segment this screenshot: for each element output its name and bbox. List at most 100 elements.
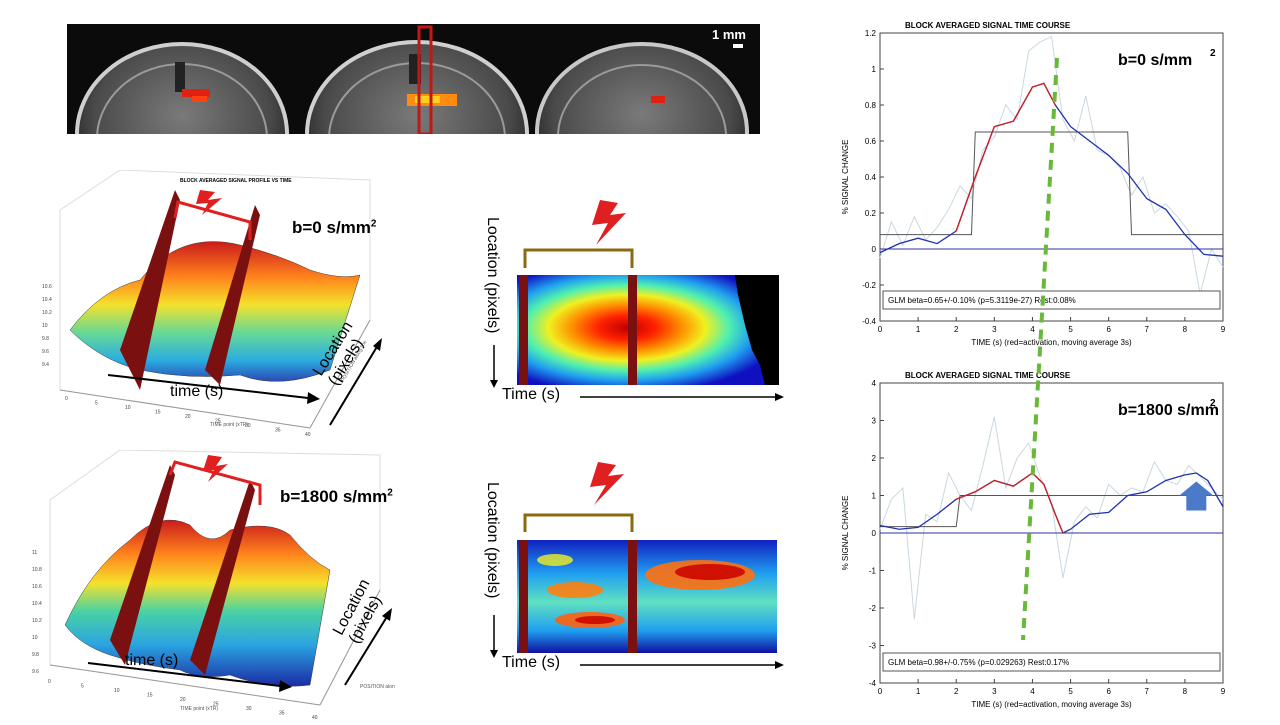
x-tick-label: 5 — [81, 684, 84, 690]
y-tick-label: -2 — [869, 604, 877, 613]
x-tick-label: 40 — [312, 715, 318, 720]
x-tick-label: 0 — [878, 687, 883, 696]
z-tick-label: 10.4 — [32, 601, 42, 607]
x-tick-label: 35 — [275, 428, 281, 434]
y-tick-label: 0 — [872, 245, 877, 254]
surface-top-b-sup: 2 — [370, 218, 377, 230]
y-tick-label: -4 — [869, 679, 877, 688]
y-tick-label: -3 — [869, 642, 877, 651]
y-tick-label: 0.2 — [865, 209, 877, 218]
z-tick-label: 9.8 — [32, 652, 39, 658]
surface-bottom-xaxis-label: TIME point (xTR) — [180, 706, 219, 712]
y-tick-label: 4 — [872, 379, 877, 388]
heatmap-top-time-label: Time (s) — [502, 386, 561, 403]
surface-plot-b0-svg: 10.6 10.4 10.2 10 9.8 9.6 9.4 0 5 10 15 20 25 30 35 40 — [42, 169, 371, 438]
surface-plot-b0: 10.6 10.4 10.2 10 9.8 9.6 9.4 0 5 10 15 20 25 30 35 40 … — [40, 169, 410, 440]
x-tick-label: 2 — [954, 687, 959, 696]
x-tick-label: 25 — [215, 419, 221, 425]
mri-image-strip: 1 mm — [67, 24, 760, 228]
stimulus-onset-bar — [519, 275, 528, 385]
mri-slice-2 — [305, 25, 529, 228]
scale-bar-label: 1 mm — [712, 27, 746, 42]
z-tick-label: 11 — [32, 550, 37, 556]
x-tick-label: 7 — [1145, 687, 1150, 696]
surface-top-arrows — [107, 338, 382, 426]
series-raw — [879, 35, 1224, 295]
z-tick-label: 10.6 — [42, 284, 52, 290]
heatmap-b0: Location (pixels) Time (s) — [480, 195, 790, 410]
up-arrow-icon — [1179, 481, 1214, 511]
mri-slice-3 — [535, 42, 749, 222]
chart-title: BLOCK AVERAGED SIGNAL TIME COURSE — [905, 21, 1071, 30]
stimulus-onset-bar — [519, 540, 528, 653]
x-tick-label: 5 — [1068, 687, 1073, 696]
y-tick-label: 1 — [872, 492, 877, 501]
y-axis-label: % SIGNAL CHANGE — [841, 496, 850, 571]
x-tick-label: 10 — [125, 405, 131, 411]
timecourse-chart-b0-svg: BLOCK AVERAGED SIGNAL TIME COURSE -0.4 -0.… — [841, 21, 1226, 347]
surface-bottom-arrows — [87, 608, 392, 692]
x-tick-label: 0 — [878, 325, 883, 334]
stimulus-offset-bar — [628, 275, 637, 385]
surface-plot-b1800-svg: 11 10.8 10.6 10.4 10.2 10 9.8 9.6 0 5 10 15 20 25 30 35… — [32, 449, 381, 721]
x-tick-label: 30 — [246, 706, 252, 712]
surface-bottom-time-label: time (s) — [125, 652, 179, 669]
legend-text: GLM beta=0.65+/-0.10% (p=5.3119e-27) Res… — [888, 296, 1076, 305]
x-axis-label: TIME (s) (red=activation, moving average… — [971, 338, 1132, 347]
mri-slices-svg — [75, 25, 749, 228]
y-tick-label: 0.4 — [865, 173, 877, 182]
x-tick-label: 5 — [95, 401, 98, 407]
x-tick-label: 6 — [1106, 325, 1111, 334]
surface-top-title: BLOCK AVERAGED SIGNAL PROFILE VS TIME — [180, 178, 292, 184]
x-tick-label: 4 — [1030, 687, 1035, 696]
z-tick-label: 10.2 — [42, 310, 52, 316]
y-tick-label: -0.4 — [862, 317, 876, 326]
b-value-annotation: b=0 s/mm — [1118, 52, 1192, 69]
x-tick-label: 15 — [147, 693, 153, 699]
y-tick-label: -1 — [869, 567, 877, 576]
stimulus-offset-bar — [628, 540, 637, 653]
b-value-annotation-sup: 2 — [1210, 48, 1216, 59]
legend-text: GLM beta=0.98+/-0.75% (p=0.029263) Rest:… — [888, 658, 1069, 667]
z-tick-label: 9.6 — [42, 349, 49, 355]
heatmap-bottom-time-label: Time (s) — [502, 654, 561, 671]
y-tick-label: 0.6 — [865, 137, 877, 146]
y-tick-label: 1 — [872, 65, 877, 74]
heatmap-b1800: Location (pixels) Time (s) — [480, 460, 790, 675]
legend-box — [882, 652, 1221, 672]
x-tick-label: 0 — [65, 396, 68, 402]
surface-top-b-label: b=0 s/mm2 — [292, 218, 376, 238]
mri-slice-1 — [75, 42, 289, 226]
x-tick-label: 1 — [916, 325, 921, 334]
b-value-annotation-sup: 2 — [1210, 398, 1216, 409]
timecourse-chart-b1800-svg: BLOCK AVERAGED SIGNAL TIME COURSE -4 -3 -2 -… — [841, 371, 1226, 709]
timecourse-chart-b1800: BLOCK AVERAGED SIGNAL TIME COURSE -4 -3 -2 -… — [830, 365, 1240, 715]
x-tick-label: 20 — [185, 414, 191, 420]
scale-bar — [733, 44, 743, 48]
surface-top-xaxis-label: TIME point (xTR) — [210, 422, 249, 428]
y-tick-label: 0.8 — [865, 101, 877, 110]
x-tick-label: 2 — [954, 325, 959, 334]
x-tick-label: 10 — [114, 688, 120, 694]
z-tick-label: 10 — [42, 323, 48, 329]
heatmap-b0-svg — [490, 200, 784, 401]
y-axis-label: % SIGNAL CHANGE — [841, 140, 850, 215]
x-tick-label: 0 — [48, 679, 51, 685]
z-tick-label: 9.6 — [32, 669, 39, 675]
x-tick-label: 9 — [1221, 325, 1226, 334]
x-tick-label: 9 — [1221, 687, 1226, 696]
x-tick-label: 8 — [1183, 687, 1188, 696]
chart-title: BLOCK AVERAGED SIGNAL TIME COURSE — [905, 371, 1071, 380]
x-tick-label: 1 — [916, 687, 921, 696]
x-tick-label: 3 — [992, 687, 997, 696]
surface-bottom-yaxis-label: POSITION alon — [360, 684, 395, 690]
z-tick-label: 10.2 — [32, 618, 42, 624]
x-tick-label: 8 — [1183, 325, 1188, 334]
y-tick-label: 1.2 — [865, 29, 877, 38]
surface-plot-b1800: 11 10.8 10.6 10.4 10.2 10 9.8 9.6 0 5 10 15 20 25 30 35… — [30, 449, 420, 721]
x-tick-label: 4 — [1030, 325, 1035, 334]
z-tick-label: 10.4 — [42, 297, 52, 303]
y-tick-label: -0.2 — [862, 281, 876, 290]
z-tick-label: 10.6 — [32, 584, 42, 590]
x-tick-label: 6 — [1106, 687, 1111, 696]
